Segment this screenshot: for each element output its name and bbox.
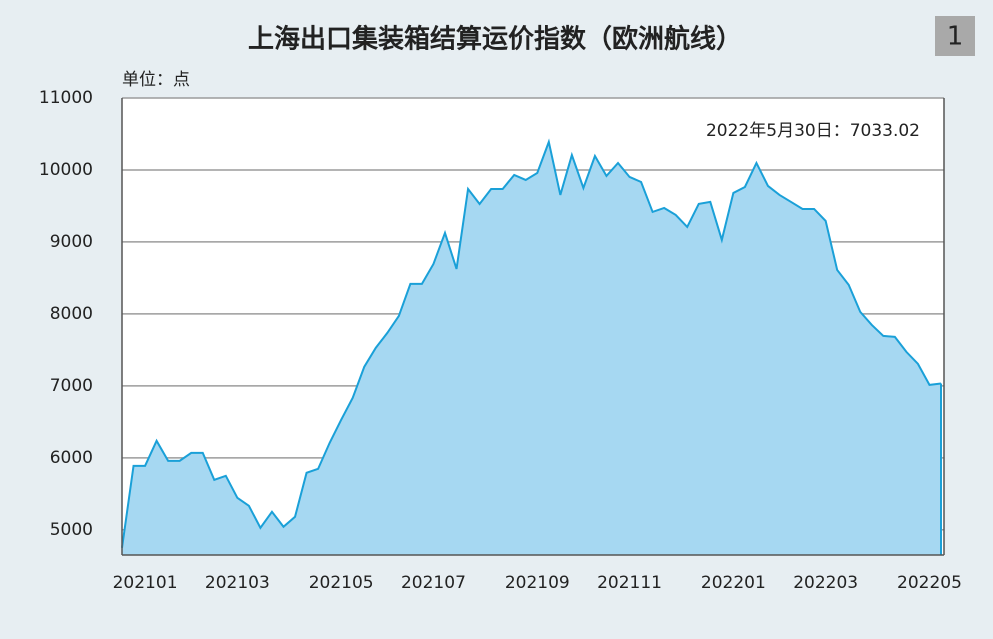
y-tick-label: 11000 <box>39 88 93 108</box>
x-tick-label: 202201 <box>701 573 766 593</box>
x-tick-label: 202105 <box>309 573 374 593</box>
line <box>121 138 942 548</box>
x-tick-label: 202205 <box>897 573 962 593</box>
y-tick-label: 8000 <box>50 304 93 324</box>
x-tick-label: 202203 <box>793 573 858 593</box>
y-tick-label: 6000 <box>50 448 93 468</box>
annotation: 2022年5月30日：7033.02 <box>706 121 920 141</box>
badge-box <box>935 16 975 56</box>
y-tick-label: 9000 <box>50 232 93 252</box>
y-tick-label: 7000 <box>50 376 93 396</box>
x-tick-label: 202109 <box>505 573 570 593</box>
x-tick-label: 202111 <box>597 573 662 593</box>
y-tick-label: 10000 <box>39 160 93 180</box>
chart-title: 上海出口集装箱结算运价指数（欧洲航线） <box>248 24 742 55</box>
y-tick-label: 5000 <box>50 520 93 540</box>
badge: 1 <box>947 22 964 52</box>
x-tick-label: 202107 <box>401 573 466 593</box>
x-tick-label: 202101 <box>113 573 178 593</box>
x-tick-label: 202103 <box>205 573 270 593</box>
unit-label: 单位：点 <box>122 70 190 90</box>
